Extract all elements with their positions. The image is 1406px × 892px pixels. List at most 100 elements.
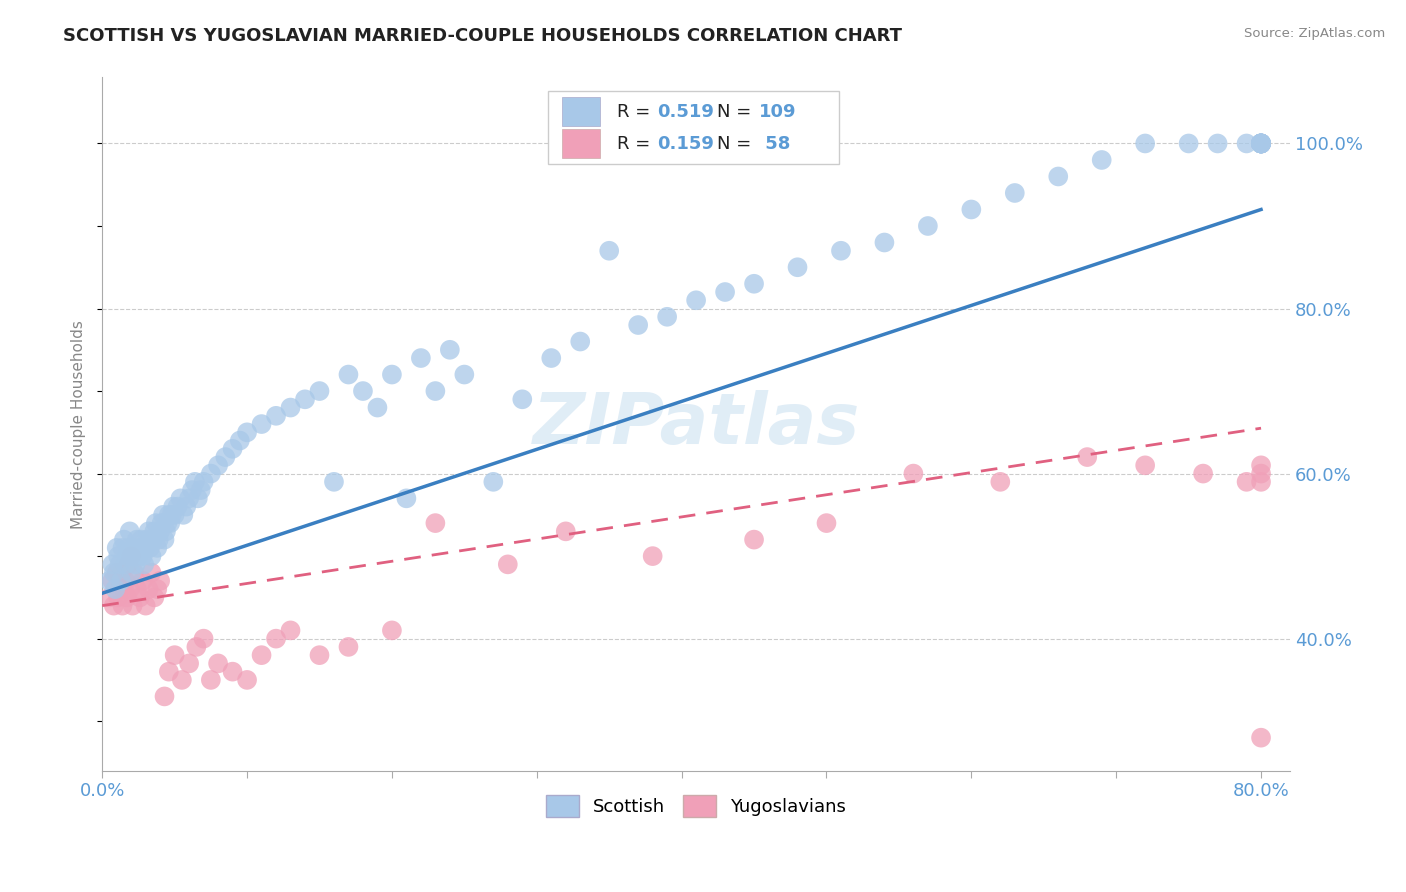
Text: R =: R = — [617, 135, 655, 153]
Point — [337, 368, 360, 382]
Point — [1206, 136, 1229, 151]
Point — [152, 508, 174, 522]
Point — [1250, 136, 1272, 151]
Point — [146, 582, 169, 596]
Point — [510, 392, 533, 407]
Text: 0.159: 0.159 — [657, 135, 714, 153]
Point — [1076, 450, 1098, 464]
Point — [128, 591, 150, 605]
Point — [174, 500, 197, 514]
Point — [117, 541, 139, 555]
Point — [236, 425, 259, 440]
Point — [108, 582, 131, 596]
Point — [162, 500, 184, 514]
Point — [153, 533, 176, 547]
Point — [170, 673, 193, 687]
Point — [122, 541, 145, 555]
Point — [103, 599, 125, 613]
Point — [101, 574, 124, 588]
Point — [125, 582, 148, 596]
Point — [873, 235, 896, 250]
Point — [120, 549, 142, 563]
Point — [1250, 136, 1272, 151]
Text: 0.519: 0.519 — [657, 103, 714, 120]
Point — [179, 491, 201, 506]
Point — [425, 516, 447, 530]
Point — [786, 260, 808, 275]
Point — [142, 533, 165, 547]
Point — [143, 524, 166, 539]
Point — [627, 318, 650, 332]
Point — [190, 483, 212, 497]
Point — [1250, 136, 1272, 151]
Point — [988, 475, 1011, 489]
Point — [1250, 475, 1272, 489]
Point — [264, 409, 287, 423]
Point — [114, 558, 136, 572]
Point — [366, 401, 388, 415]
Point — [1250, 136, 1272, 151]
Point — [540, 351, 562, 365]
Point — [148, 533, 170, 547]
Point — [830, 244, 852, 258]
Point — [1177, 136, 1199, 151]
Point — [132, 549, 155, 563]
Point — [1250, 136, 1272, 151]
Point — [207, 657, 229, 671]
Point — [323, 475, 346, 489]
Point — [1250, 136, 1272, 151]
Point — [107, 591, 129, 605]
Point — [496, 558, 519, 572]
Point — [395, 491, 418, 506]
Point — [214, 450, 236, 464]
Point — [172, 508, 194, 522]
Point — [120, 566, 142, 580]
Point — [221, 665, 243, 679]
Text: SCOTTISH VS YUGOSLAVIAN MARRIED-COUPLE HOUSEHOLDS CORRELATION CHART: SCOTTISH VS YUGOSLAVIAN MARRIED-COUPLE H… — [63, 27, 903, 45]
Point — [308, 384, 330, 398]
Point — [111, 599, 134, 613]
Point — [409, 351, 432, 365]
Text: N =: N = — [717, 135, 758, 153]
Point — [1236, 475, 1258, 489]
Text: 58: 58 — [759, 135, 790, 153]
Point — [294, 392, 316, 407]
Point — [685, 293, 707, 308]
Text: ZIPatlas: ZIPatlas — [533, 390, 860, 458]
Point — [250, 648, 273, 662]
Point — [143, 591, 166, 605]
Point — [118, 524, 141, 539]
Point — [131, 533, 153, 547]
Point — [155, 524, 177, 539]
Point — [280, 624, 302, 638]
Point — [714, 285, 737, 299]
Point — [917, 219, 939, 233]
Point — [121, 549, 143, 563]
Point — [163, 508, 186, 522]
Text: N =: N = — [717, 103, 758, 120]
Point — [453, 368, 475, 382]
Point — [554, 524, 576, 539]
Point — [193, 632, 215, 646]
Point — [1250, 731, 1272, 745]
Point — [156, 516, 179, 530]
FancyBboxPatch shape — [548, 91, 838, 164]
Point — [179, 657, 201, 671]
Point — [280, 401, 302, 415]
FancyBboxPatch shape — [562, 97, 600, 127]
Point — [135, 541, 157, 555]
Point — [110, 574, 132, 588]
Text: Source: ZipAtlas.com: Source: ZipAtlas.com — [1244, 27, 1385, 40]
Point — [163, 648, 186, 662]
Point — [134, 558, 156, 572]
Point — [1250, 136, 1272, 151]
Point — [169, 491, 191, 506]
Point — [1004, 186, 1026, 200]
Point — [157, 665, 180, 679]
Point — [157, 508, 180, 522]
Point — [146, 541, 169, 555]
Point — [482, 475, 505, 489]
Point — [207, 458, 229, 473]
Point — [1250, 136, 1272, 151]
Point — [815, 516, 838, 530]
